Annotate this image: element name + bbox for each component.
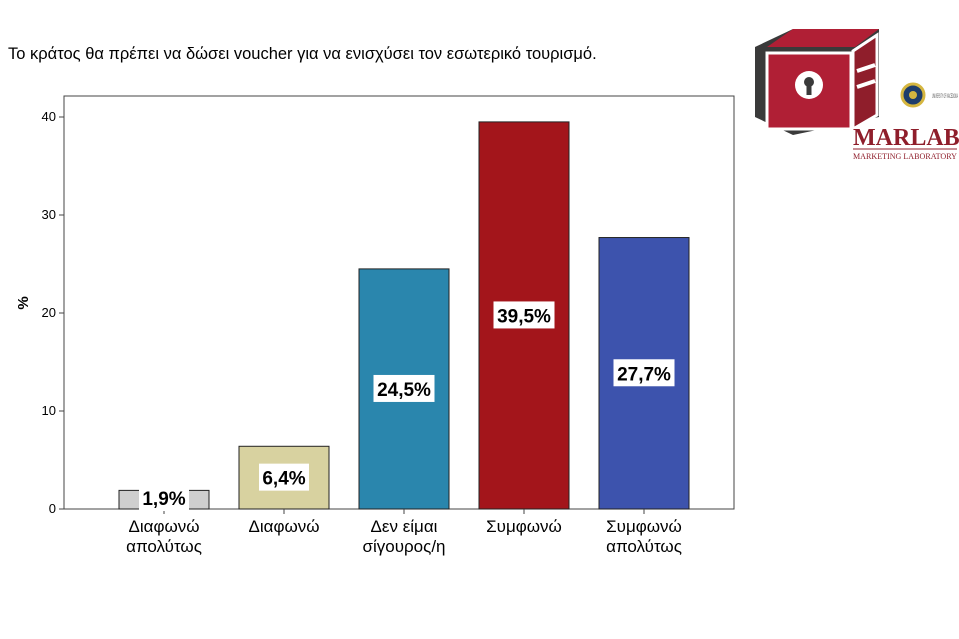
data-label: 39,5% xyxy=(497,306,551,327)
category-label: Συμφωνώ xyxy=(486,517,562,536)
data-label-box xyxy=(259,463,309,491)
seal-text: UNIVERSITY OF MACEDONIA xyxy=(932,94,958,100)
logo-subtitle: MARKETING LABORATORY xyxy=(853,151,957,161)
y-tick-label: 30 xyxy=(42,207,56,222)
data-label: 6,4% xyxy=(262,469,305,490)
data-labels: 1,9% 6,4% 24,5% 39,5% 27,7% xyxy=(139,301,675,511)
y-tick-label: 20 xyxy=(42,305,56,320)
y-axis-label: % xyxy=(15,296,32,309)
data-label-box xyxy=(373,374,435,402)
data-label: 27,7% xyxy=(617,364,671,385)
axes: 0 10 20 30 40 xyxy=(42,95,735,516)
data-label-box xyxy=(613,359,675,387)
y-tick-label: 0 xyxy=(49,501,56,516)
category-label: απολύτως xyxy=(126,537,202,556)
university-seal-icon xyxy=(900,82,926,108)
data-label: 24,5% xyxy=(377,380,431,401)
category-label: απολύτως xyxy=(606,537,682,556)
category-label: Διαφωνώ xyxy=(128,517,199,536)
chart-title: Το κράτος θα πρέπει να δώσει voucher για… xyxy=(8,45,597,63)
data-label-box xyxy=(139,484,189,511)
y-tick-label: 40 xyxy=(42,109,56,124)
data-label-box xyxy=(493,301,555,329)
lock-cube-icon xyxy=(755,29,879,135)
category-label: Διαφωνώ xyxy=(248,517,319,536)
bars xyxy=(118,121,690,514)
marlab-logo: UNIVERSITY OF MACEDONIA MARLAB MARKETING… xyxy=(755,29,959,161)
logo-name: MARLAB xyxy=(853,125,959,151)
y-tick-label: 10 xyxy=(42,403,56,418)
category-label: Δεν είμαι xyxy=(371,517,438,536)
category-label: σίγουρος/η xyxy=(362,537,445,556)
data-label: 1,9% xyxy=(142,489,185,510)
category-label: Συμφωνώ xyxy=(606,517,682,536)
